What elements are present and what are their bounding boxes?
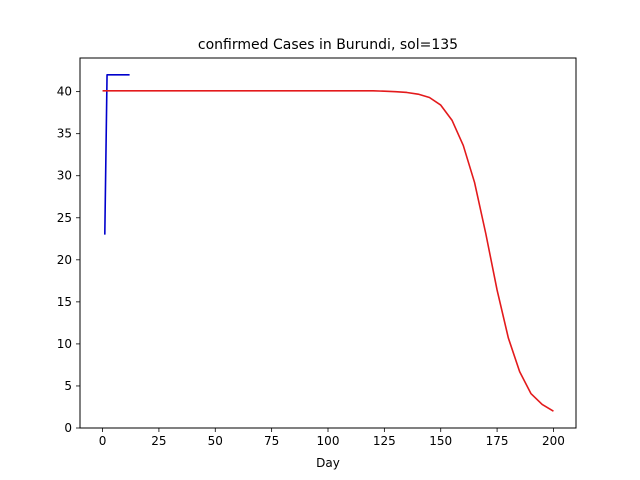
y-tick-label: 0 <box>64 421 72 435</box>
y-tick-label: 15 <box>57 295 72 309</box>
x-tick-label: 175 <box>486 434 509 448</box>
series-line-1 <box>104 74 130 235</box>
y-tick-label: 35 <box>57 127 72 141</box>
x-axis-ticks: 0 25 50 75 100 125 150 175 200 <box>99 428 565 448</box>
y-tick-label: 25 <box>57 211 72 225</box>
y-tick-label: 40 <box>57 85 72 99</box>
x-tick-label: 200 <box>542 434 565 448</box>
x-tick-label: 125 <box>373 434 396 448</box>
y-tick-label: 20 <box>57 253 72 267</box>
x-tick-label: 0 <box>99 434 107 448</box>
x-axis-label: Day <box>316 456 340 470</box>
series-line-2 <box>102 90 554 412</box>
x-tick-label: 75 <box>264 434 279 448</box>
y-tick-label: 5 <box>64 379 72 393</box>
y-axis-ticks: 0 5 10 15 20 25 30 35 40 <box>57 85 80 435</box>
x-tick-label: 50 <box>208 434 223 448</box>
chart-title: confirmed Cases in Burundi, sol=135 <box>198 37 458 53</box>
y-tick-label: 30 <box>57 169 72 183</box>
x-tick-label: 100 <box>317 434 340 448</box>
y-tick-label: 10 <box>57 337 72 351</box>
x-tick-label: 150 <box>429 434 452 448</box>
plot-lines <box>102 74 554 412</box>
x-tick-label: 25 <box>151 434 166 448</box>
